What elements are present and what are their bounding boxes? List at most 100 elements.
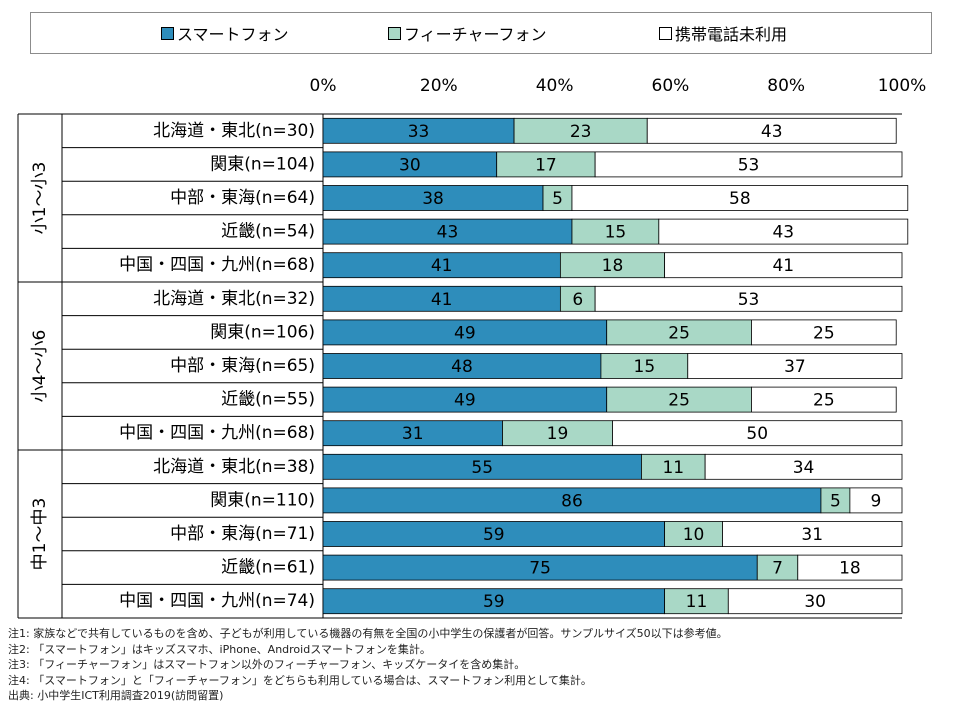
data-label-series-2: 10 (683, 525, 705, 545)
category-label: 北海道・東北(n=38) (153, 457, 315, 477)
footnote-source: 出典: 小中学生ICT利用調査2019(訪問留置) (8, 689, 224, 702)
footnote-4: 注4: 「スマートフォン」と「フィーチャーフォン」をどちらも利用している場合は、… (8, 673, 592, 687)
axis-tick-label: 0% (310, 76, 337, 96)
data-label-series-3: 58 (729, 189, 751, 209)
data-label-series-3: 18 (839, 559, 861, 579)
bar-segment-series-3 (658, 218, 909, 245)
data-label-series-2: 23 (570, 122, 592, 142)
data-label-series-1: 49 (454, 391, 476, 411)
bar-segment-series-2 (664, 521, 723, 547)
footnote-1: 注1: 家族などで共有しているものを含め、子どもが利用している機器の有無を全国の… (8, 627, 728, 640)
category-label: 中部・東海(n=64) (170, 188, 315, 208)
bar-segment-series-1 (322, 588, 666, 615)
data-label-series-3: 34 (793, 458, 815, 478)
category-label: 関東(n=106) (210, 322, 315, 342)
legend-swatch-no-phone (659, 26, 672, 40)
legend-item-featurephone: フィーチャーフォン (388, 23, 547, 44)
group-label: 小4～小6 (30, 330, 50, 403)
bar-segment-series-2 (513, 117, 648, 144)
bar-segment-series-2 (664, 588, 729, 615)
data-label-series-3: 50 (746, 424, 768, 444)
bar-segment-series-3 (594, 151, 903, 178)
data-label-series-2: 6 (572, 290, 583, 310)
data-label-series-3: 43 (772, 223, 794, 243)
category-label: 中国・四国・九州(n=68) (119, 255, 315, 275)
bar-segment-series-2 (571, 218, 660, 245)
bar-segment-series-2 (502, 420, 613, 447)
bar-segment-series-2 (559, 285, 596, 312)
bar-segment-series-3 (751, 386, 897, 413)
bar-segment-series-3 (571, 185, 909, 211)
category-label: 関東(n=110) (210, 490, 315, 510)
bar-segment-series-1 (322, 453, 642, 480)
category-label: 関東(n=104) (210, 154, 315, 174)
data-label-series-1: 43 (437, 223, 459, 243)
bar-segment-series-2 (606, 319, 752, 346)
category-label: 北海道・東北(n=30) (153, 121, 315, 141)
data-label-series-3: 25 (813, 391, 835, 411)
data-label-series-1: 41 (431, 290, 453, 310)
data-label-series-3: 53 (738, 290, 760, 310)
axis-tick-label: 80% (767, 76, 805, 96)
data-label-series-1: 55 (471, 458, 493, 478)
data-label-series-1: 86 (561, 491, 583, 511)
data-label-series-1: 75 (529, 559, 551, 579)
legend-label-featurephone: フィーチャーフォン (404, 25, 547, 44)
category-label: 中国・四国・九州(n=68) (119, 423, 315, 443)
axis-tick-label: 40% (536, 76, 574, 96)
category-label: 中部・東海(n=65) (170, 356, 315, 376)
category-label: 北海道・東北(n=32) (153, 289, 315, 309)
category-label: 近畿(n=61) (221, 558, 315, 578)
data-label-series-2: 5 (830, 491, 841, 511)
footnotes: 注1: 家族などで共有しているものを含め、子どもが利用している機器の有無を全国の… (8, 626, 728, 704)
stacked-bar-chart: 0% 20% 40% 60% 80% 100% 小1～小3 小4～小6 中1～中3 北海道・東北(… (17, 76, 926, 619)
category-label: 近畿(n=54) (221, 222, 315, 242)
data-label-series-2: 25 (668, 323, 690, 343)
bar-segment-series-1 (322, 252, 561, 279)
data-label-series-3: 37 (784, 357, 806, 377)
bar-segment-series-3 (687, 353, 903, 379)
data-label-series-1: 30 (399, 155, 421, 175)
data-label-series-3: 30 (804, 592, 826, 612)
data-label-series-2: 25 (668, 391, 690, 411)
footnote-2: 注2: 「スマートフォン」はキッズスマホ、iPhone、Androidスマートフ… (8, 642, 431, 656)
bar-segment-series-3 (646, 117, 897, 144)
data-label-series-1: 38 (422, 189, 444, 209)
data-label-series-2: 19 (547, 424, 569, 444)
bar-segment-series-2 (756, 554, 799, 581)
data-label-series-1: 49 (454, 323, 476, 343)
data-label-series-3: 9 (871, 491, 882, 511)
data-label-series-2: 15 (605, 223, 627, 243)
bar-segment-series-1 (322, 386, 608, 413)
bar-segment-series-2 (559, 252, 666, 279)
data-label-series-3: 31 (801, 525, 823, 545)
footnote-3: 注3: 「フィーチャーフォン」はスマートフォン以外のフィーチャーフォン、キッズケ… (8, 658, 526, 671)
bar-segment-series-1 (322, 151, 498, 178)
bar-segment-series-3 (797, 554, 903, 581)
bar-segment-series-3 (594, 285, 903, 312)
legend-item-smartphone: スマートフォン (161, 23, 289, 44)
bar-segment-series-3 (664, 252, 903, 279)
legend-label-smartphone: スマートフォン (177, 25, 289, 44)
data-label-series-2: 5 (552, 189, 563, 209)
bar-segment-series-1 (322, 185, 544, 211)
data-label-series-2: 7 (772, 559, 783, 579)
legend: スマートフォン フィーチャーフォン 携帯電話未利用 (30, 12, 932, 54)
bar-segment-series-2 (641, 453, 706, 480)
bar-segment-series-3 (751, 319, 897, 346)
group-label: 中1～中3 (30, 498, 50, 571)
category-label: 近畿(n=55) (221, 390, 315, 410)
legend-label-no-phone: 携帯電話未利用 (675, 25, 788, 44)
data-label-series-1: 59 (483, 525, 505, 545)
data-label-series-1: 59 (483, 592, 505, 612)
bar-segment-series-3 (849, 487, 903, 514)
data-label-series-2: 11 (686, 592, 708, 612)
bar-segment-series-2 (600, 353, 689, 379)
data-label-series-3: 25 (813, 323, 835, 343)
axis-tick-label: 20% (420, 76, 458, 96)
legend-item-no-phone: 携帯電話未利用 (659, 23, 788, 44)
data-label-series-2: 15 (634, 357, 656, 377)
data-label-series-2: 17 (535, 155, 557, 175)
bar-segment-series-1 (322, 487, 822, 514)
data-label-series-3: 41 (772, 256, 794, 276)
